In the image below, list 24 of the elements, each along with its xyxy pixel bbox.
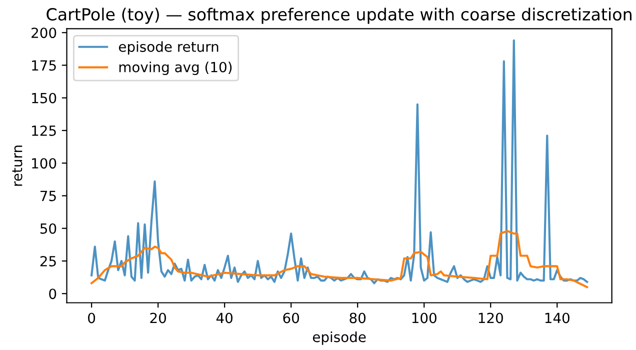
- y-tick-label: 75: [40, 190, 56, 202]
- legend-label: episode return: [118, 41, 218, 55]
- y-tick-label: 25: [40, 256, 56, 266]
- x-tick-label: 60: [283, 312, 299, 324]
- x-tick-label: 0: [88, 312, 96, 324]
- y-tick-label: 200: [32, 28, 56, 38]
- x-tick-label: 80: [350, 312, 366, 324]
- x-tick-label: 100: [412, 312, 436, 324]
- y-axis-title: return: [12, 146, 22, 186]
- y-tick-label: 125: [32, 125, 56, 136]
- y-tick-label: 0: [49, 288, 56, 300]
- y-tick-label: 150: [32, 92, 56, 104]
- y-tick-label: 50: [40, 223, 56, 234]
- x-tick-label: 20: [150, 312, 166, 324]
- x-axis-title: episode: [312, 331, 366, 345]
- chart-title: CartPole (toy) — softmax preference update with coarse discretization: [46, 8, 632, 24]
- legend-label: moving avg (10): [119, 62, 232, 76]
- y-tick-label: 100: [32, 158, 56, 169]
- line-series: [90, 230, 588, 288]
- y-tick-label: 175: [32, 60, 56, 71]
- x-tick-label: 140: [545, 312, 570, 324]
- x-tick-label: 40: [216, 312, 232, 324]
- line-series: [90, 39, 588, 284]
- x-tick-label: 120: [478, 312, 503, 324]
